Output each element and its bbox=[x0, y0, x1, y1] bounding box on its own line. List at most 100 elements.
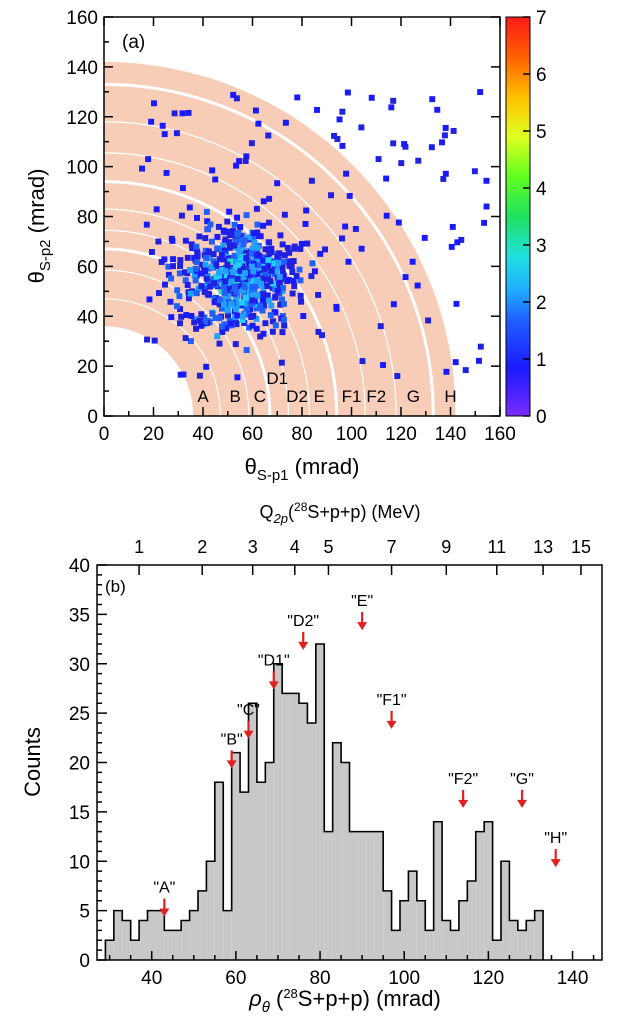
heat-cell bbox=[187, 267, 193, 274]
heat-cell bbox=[453, 300, 460, 307]
marker-arrow-head bbox=[268, 681, 279, 690]
heat-cell bbox=[208, 238, 215, 245]
heat-cell bbox=[246, 234, 253, 241]
heat-cell bbox=[260, 285, 267, 292]
heat-cell bbox=[291, 245, 298, 252]
heat-cell bbox=[311, 268, 318, 275]
heat-cell bbox=[187, 338, 194, 345]
heat-cell bbox=[314, 106, 320, 113]
y-tick-label: 80 bbox=[77, 208, 98, 229]
heat-cell bbox=[243, 249, 250, 256]
band-separator bbox=[104, 121, 397, 416]
histogram-bar bbox=[526, 920, 535, 960]
heat-cell bbox=[224, 298, 231, 305]
heat-cell bbox=[226, 239, 233, 246]
heat-cell bbox=[441, 132, 448, 139]
heat-cell bbox=[274, 287, 281, 294]
heat-cell bbox=[280, 316, 287, 323]
heat-cell bbox=[260, 275, 267, 282]
heat-cell bbox=[289, 269, 296, 276]
heatmap-cells bbox=[139, 89, 490, 381]
histogram-bar bbox=[282, 693, 291, 960]
colorbar-tick-label: 2 bbox=[536, 293, 547, 314]
heat-cell bbox=[265, 260, 272, 267]
heat-cell bbox=[192, 265, 199, 272]
heat-cell bbox=[390, 301, 397, 308]
y-tick-label: 160 bbox=[66, 8, 98, 29]
heat-cell bbox=[255, 233, 262, 240]
heat-cell bbox=[483, 177, 490, 184]
histogram-bar bbox=[534, 910, 544, 960]
heat-cell bbox=[272, 293, 279, 300]
x-tick-label: 60 bbox=[225, 968, 246, 989]
histogram-bar bbox=[181, 920, 190, 960]
heat-cell bbox=[159, 122, 166, 129]
heat-cell bbox=[150, 100, 157, 107]
heat-cell bbox=[241, 320, 248, 327]
heat-cell bbox=[242, 308, 249, 315]
heat-cell bbox=[429, 96, 436, 103]
heat-cell bbox=[296, 266, 303, 273]
heat-cell bbox=[232, 238, 239, 245]
heat-cell bbox=[298, 298, 304, 305]
histogram-bar bbox=[416, 900, 426, 960]
heat-cell bbox=[213, 273, 220, 280]
heat-cell bbox=[216, 301, 223, 308]
heat-cell bbox=[377, 323, 384, 330]
heat-cell bbox=[240, 241, 247, 248]
y-tick-label: 20 bbox=[77, 357, 98, 378]
heat-cell bbox=[294, 94, 301, 101]
marker-label: "B" bbox=[221, 731, 243, 748]
heat-cell bbox=[402, 274, 409, 281]
heat-cell bbox=[253, 248, 260, 255]
xlabel-theta-sub: θ bbox=[262, 999, 270, 1016]
marker-arrow-head bbox=[226, 760, 237, 769]
heat-cell bbox=[203, 254, 210, 261]
histogram-bar bbox=[214, 782, 224, 960]
xlabel-open: ( bbox=[270, 986, 284, 1011]
heat-cell bbox=[394, 373, 401, 379]
heat-cell bbox=[245, 286, 252, 293]
heat-cell bbox=[237, 267, 244, 274]
heat-cell bbox=[224, 261, 231, 268]
heat-cell bbox=[221, 247, 228, 254]
ring-label-f1: F1 bbox=[342, 387, 362, 406]
heat-cell bbox=[265, 297, 272, 304]
heat-cell bbox=[260, 291, 267, 297]
heat-cell bbox=[221, 256, 227, 263]
histogram-bar bbox=[332, 742, 342, 960]
heat-cell bbox=[262, 246, 269, 253]
heat-cell bbox=[219, 329, 226, 335]
heat-cell bbox=[276, 280, 283, 287]
heat-cell bbox=[462, 367, 469, 374]
heat-cell bbox=[383, 175, 390, 182]
heat-cell bbox=[252, 107, 259, 114]
xlabel-rho: ρ bbox=[248, 986, 262, 1011]
heat-cell bbox=[352, 225, 359, 232]
heat-cell bbox=[236, 158, 243, 165]
band-separator bbox=[104, 82, 435, 416]
top-label-sub: 2p bbox=[273, 511, 288, 526]
heat-cell bbox=[223, 325, 230, 332]
histogram-bar bbox=[492, 940, 501, 960]
heat-cell bbox=[276, 284, 283, 291]
y-tick-label: 40 bbox=[77, 307, 98, 328]
marker-arrow-head bbox=[159, 908, 170, 917]
heat-cell bbox=[298, 240, 305, 247]
heat-cell bbox=[253, 315, 260, 322]
ring-label-a: A bbox=[197, 387, 209, 406]
heat-cell bbox=[193, 259, 200, 266]
heat-cell bbox=[165, 263, 172, 270]
heat-cell bbox=[233, 306, 240, 313]
histogram-bar bbox=[383, 890, 392, 960]
heat-cell bbox=[176, 293, 183, 300]
heat-cell bbox=[243, 347, 250, 354]
heat-cell bbox=[450, 127, 457, 134]
heat-cell bbox=[281, 211, 288, 218]
heat-cell bbox=[171, 110, 178, 117]
top-tick-label: 1 bbox=[134, 537, 144, 557]
heat-cell bbox=[238, 283, 245, 290]
heat-cell bbox=[234, 276, 241, 282]
heat-cell bbox=[395, 219, 402, 226]
